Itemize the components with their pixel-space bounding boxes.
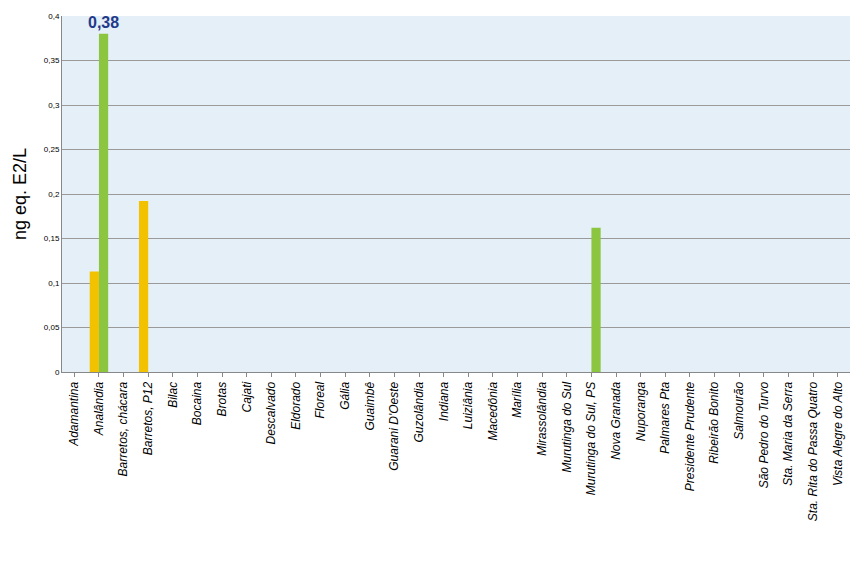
svg-text:0,2: 0,2 — [48, 190, 60, 199]
svg-text:Guarani D'Oeste: Guarani D'Oeste — [387, 381, 401, 470]
svg-text:0,38: 0,38 — [88, 14, 119, 31]
svg-text:Murutinga do Sul: Murutinga do Sul — [560, 381, 574, 472]
svg-text:Nuporanga: Nuporanga — [634, 381, 648, 441]
svg-text:Guzolândia: Guzolândia — [412, 381, 426, 442]
svg-text:Macedônia: Macedônia — [486, 381, 500, 440]
svg-text:Floreal: Floreal — [313, 381, 327, 418]
svg-text:Adamantina: Adamantina — [67, 381, 81, 446]
svg-text:Cajati: Cajati — [240, 381, 254, 412]
svg-text:Luiziânia: Luiziânia — [461, 381, 475, 429]
svg-text:0,25: 0,25 — [44, 145, 60, 154]
svg-text:0,4: 0,4 — [48, 12, 60, 21]
svg-text:Barretos, P12: Barretos, P12 — [141, 381, 155, 455]
svg-text:Marília: Marília — [510, 381, 524, 417]
svg-text:Vista Alegre do Alto: Vista Alegre do Alto — [831, 381, 845, 486]
svg-text:0,05: 0,05 — [44, 323, 60, 332]
svg-text:Palmares Pta: Palmares Pta — [658, 381, 672, 453]
svg-text:Nova Granada: Nova Granada — [609, 381, 623, 459]
svg-text:Indiana: Indiana — [437, 381, 451, 421]
svg-text:Presidente Prudente: Presidente Prudente — [683, 381, 697, 491]
svg-text:Bocaina: Bocaina — [190, 381, 204, 425]
svg-text:Ribeirão Bonito: Ribeirão Bonito — [707, 381, 721, 463]
svg-text:Salmourão: Salmourão — [732, 381, 746, 439]
svg-text:0,1: 0,1 — [48, 279, 60, 288]
svg-text:Brotas: Brotas — [215, 382, 229, 417]
svg-text:0: 0 — [55, 368, 60, 377]
svg-text:Gália: Gália — [338, 381, 352, 409]
svg-text:Analândia: Analândia — [92, 381, 106, 436]
svg-text:0,15: 0,15 — [44, 234, 60, 243]
svg-text:Bilac: Bilac — [166, 382, 180, 408]
svg-text:Mirassolândia: Mirassolândia — [535, 381, 549, 455]
svg-text:Murutinga do Sul, PS: Murutinga do Sul, PS — [584, 382, 598, 495]
svg-text:ng eq. E2/L: ng eq. E2/L — [10, 148, 30, 240]
svg-text:Descalvado: Descalvado — [264, 381, 278, 444]
svg-text:São Pedro do Turvo: São Pedro do Turvo — [757, 381, 771, 488]
svg-text:Guaimbê: Guaimbê — [363, 381, 377, 430]
svg-text:Barretos, chácara: Barretos, chácara — [116, 381, 130, 476]
svg-text:Sta. Rita do Passa Quatro: Sta. Rita do Passa Quatro — [806, 381, 820, 521]
svg-text:Eldorado: Eldorado — [289, 381, 303, 429]
svg-text:0,35: 0,35 — [44, 56, 60, 65]
svg-text:Sta. Maria da Serra: Sta. Maria da Serra — [781, 381, 795, 485]
svg-text:0,3: 0,3 — [48, 101, 60, 110]
